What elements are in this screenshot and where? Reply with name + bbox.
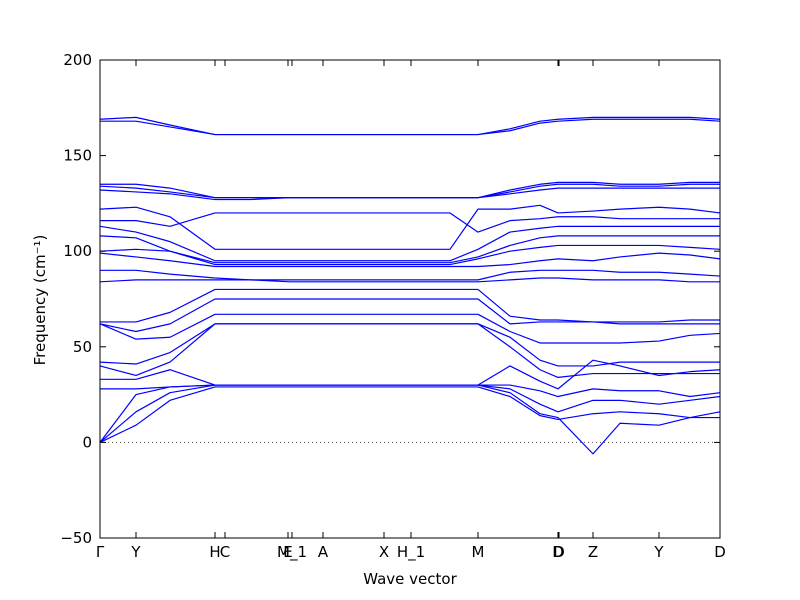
band-line	[99, 225, 720, 262]
band-line	[99, 235, 720, 264]
band-line	[99, 386, 720, 443]
band-line	[100, 118, 721, 136]
y-tick-label: −50	[60, 529, 92, 547]
x-tick-label: X	[379, 543, 389, 561]
band-line	[99, 252, 721, 268]
band-line	[99, 244, 721, 266]
plot-frame	[99, 59, 721, 539]
x-tick-label: M	[472, 543, 485, 561]
band-line	[99, 204, 721, 250]
band-line	[100, 288, 720, 323]
y-tick-label: 50	[73, 338, 92, 356]
y-tick-label: 200	[63, 51, 92, 69]
x-tick-label: A	[318, 543, 329, 561]
band-line	[99, 313, 721, 344]
x-tick-label: E	[283, 543, 292, 561]
band-line	[99, 323, 720, 378]
band-line	[99, 187, 720, 201]
x-tick-label: Y	[130, 543, 141, 561]
y-tick-label: 150	[63, 147, 92, 165]
y-tick-label: 100	[63, 242, 92, 260]
x-tick-label: D	[714, 543, 726, 561]
x-tick-label: M_1	[277, 543, 307, 562]
x-tick-label: Z	[588, 543, 598, 561]
y-tick-label: 0	[82, 433, 92, 451]
band-line	[99, 277, 720, 283]
x-tick-label: Y	[653, 543, 664, 561]
y-axis-label: Frequency (cm⁻¹)	[31, 235, 49, 366]
x-tick-label: C	[220, 543, 230, 561]
x-tick-label: H_1	[397, 543, 425, 562]
band-line	[100, 269, 721, 281]
x-axis-label: Wave vector	[363, 570, 457, 588]
x-tick-label: H	[209, 543, 220, 561]
x-tick-label: Γ	[96, 543, 105, 561]
x-tick-label: D	[552, 543, 564, 561]
x-tick-label: D	[553, 543, 565, 561]
band-line	[99, 384, 721, 455]
band-line	[99, 298, 720, 333]
band-line	[100, 212, 720, 233]
